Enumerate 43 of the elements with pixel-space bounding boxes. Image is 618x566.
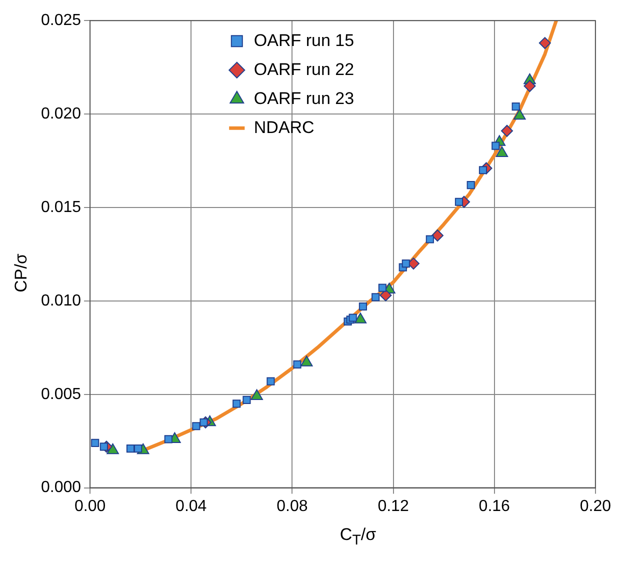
point xyxy=(431,230,444,242)
point xyxy=(266,377,275,386)
point xyxy=(538,37,551,50)
legend-label: NDARC xyxy=(254,118,314,137)
point xyxy=(348,314,357,322)
y-tick-label: 0.005 xyxy=(40,386,82,403)
point xyxy=(134,444,142,453)
point xyxy=(402,260,410,268)
y-tick-label: 0.025 xyxy=(40,12,82,30)
y-tick-label: 0.010 xyxy=(40,292,82,310)
point xyxy=(91,438,100,447)
point xyxy=(232,400,241,408)
point xyxy=(500,124,513,137)
y-tick-label: 0.015 xyxy=(40,198,82,216)
point xyxy=(492,142,500,150)
point xyxy=(426,235,434,244)
x-tick-label: 0.20 xyxy=(580,498,612,515)
point xyxy=(242,396,251,404)
x-tick-label: 0.12 xyxy=(378,498,409,515)
point xyxy=(454,198,464,206)
point xyxy=(372,293,380,302)
x-tick-label: 0.16 xyxy=(478,498,510,515)
point xyxy=(164,435,172,444)
y-tick-label: 0.020 xyxy=(40,105,82,122)
point xyxy=(378,284,386,292)
point xyxy=(293,360,302,368)
point xyxy=(524,80,536,92)
legend-label: OARF run 15 xyxy=(254,30,354,50)
point xyxy=(380,289,392,302)
x-axis-title: C$_{T}$/σ xyxy=(338,525,378,548)
y-axis-title: CP/σ xyxy=(11,254,31,292)
x-tick-label: 0.08 xyxy=(276,498,308,515)
point xyxy=(466,181,475,190)
point xyxy=(358,302,367,311)
point xyxy=(126,444,135,453)
x-tick-label: 0.00 xyxy=(74,498,106,515)
point xyxy=(192,422,200,430)
y-tick-label: 0.000 xyxy=(40,479,82,496)
point xyxy=(512,102,520,111)
legend-label: OARF run 23 xyxy=(254,88,354,108)
point xyxy=(100,442,108,451)
x-tick-label: 0.04 xyxy=(176,498,207,515)
legend-label: OARF run 22 xyxy=(254,60,354,79)
